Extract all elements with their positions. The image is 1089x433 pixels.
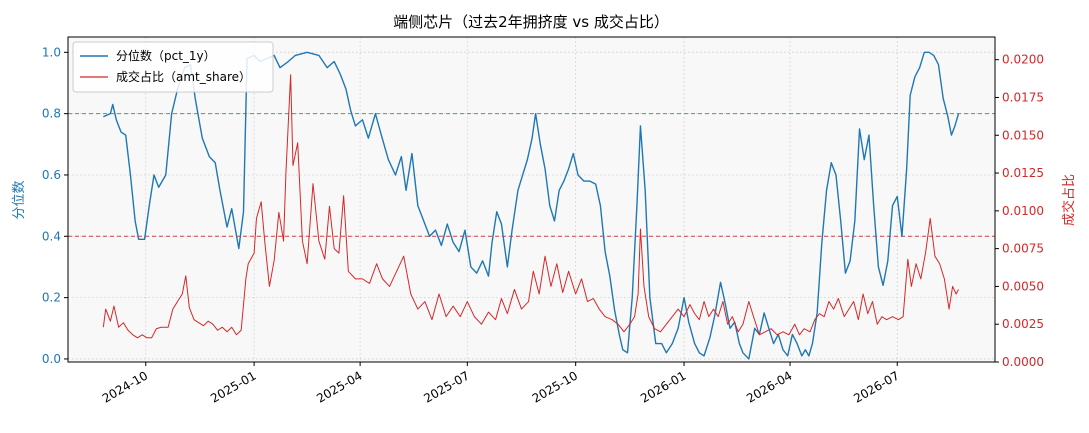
left-tick-label: 0.0: [42, 352, 61, 366]
legend-label-amt: 成交占比（amt_share）: [116, 69, 251, 84]
legend-label-pct: 分位数（pct_1y）: [116, 48, 216, 63]
series-line-amt: [102, 74, 959, 339]
reference-lines: [68, 113, 995, 237]
left-tick-label: 0.6: [42, 168, 61, 182]
right-y-axis: 0.0000 0.0025 0.0050 0.0075 0.0100 0.0125 0.01…: [995, 53, 1044, 369]
legend: 分位数（pct_1y） 成交占比（amt_share）: [72, 41, 274, 93]
right-tick-label: 0.0100: [1002, 204, 1044, 218]
right-tick-label: 0.0125: [1002, 166, 1044, 180]
left-tick-label: 0.8: [42, 107, 61, 121]
chart-title: 端侧芯片（过去2年拥挤度 vs 成交占比）: [393, 13, 669, 31]
left-axis-label: 分位数: [12, 180, 27, 219]
left-tick-label: 1.0: [42, 45, 61, 59]
left-tick-label: 0.4: [42, 229, 61, 243]
right-tick-label: 0.0050: [1002, 279, 1044, 293]
right-axis-label: 成交占比: [1061, 174, 1077, 226]
right-tick-label: 0.0200: [1002, 53, 1044, 67]
plot-frame: [67, 36, 996, 363]
left-tick-label: 0.2: [42, 291, 61, 305]
right-tick-label: 0.0075: [1002, 242, 1044, 256]
right-tick-label: 0.0000: [1002, 355, 1044, 369]
right-tick-label: 0.0025: [1002, 317, 1044, 331]
right-tick-label: 0.0175: [1002, 90, 1044, 104]
legend-box: [72, 41, 274, 93]
right-tick-label: 0.0150: [1002, 128, 1044, 142]
left-y-axis: 0.0 0.2 0.4 0.6 0.8 1.0: [42, 45, 68, 366]
